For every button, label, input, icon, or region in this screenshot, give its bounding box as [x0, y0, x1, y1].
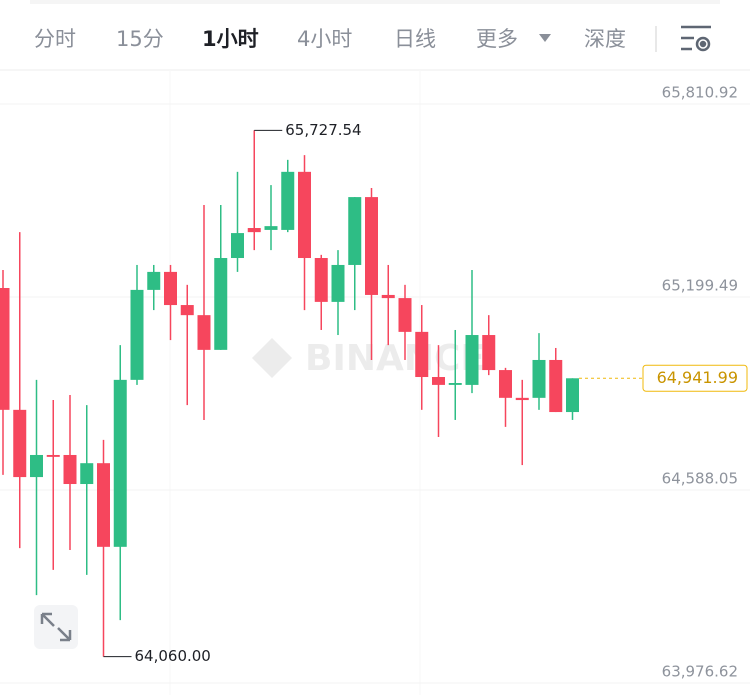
candle-body: [214, 258, 228, 350]
tab[interactable]: 1小时: [202, 27, 259, 51]
candle-body: [247, 228, 261, 233]
candle-body: [164, 271, 177, 306]
plot: 65,810.92 65,199.49 64,588.05 63,976.62 65,7…: [0, 84, 750, 684]
y-tick-label: 63,976.62: [662, 663, 738, 681]
tab[interactable]: 4小时: [297, 27, 352, 51]
candle-body: [465, 335, 479, 385]
last-price-box: [642, 364, 748, 392]
candle-body: [415, 331, 429, 378]
candle-body: [566, 378, 579, 413]
tab[interactable]: 分时: [34, 27, 76, 51]
last-price-label: 64,941.99: [657, 368, 738, 387]
candle-body: [482, 335, 496, 371]
candle-body: [432, 377, 445, 385]
y-tick-label: 64,588.05: [662, 470, 738, 488]
candle-body: [46, 454, 60, 457]
tab[interactable]: 日线: [394, 27, 436, 51]
tab-bar: 分时 15分 1小时 4小时 日线 更多 深度: [34, 27, 626, 51]
annotation-label: 65,727.54: [285, 121, 361, 139]
tab[interactable]: 深度: [584, 27, 626, 51]
candle-body: [398, 298, 412, 332]
annotation-label: 64,060.00: [135, 647, 211, 665]
candle-body: [63, 454, 77, 485]
candle-body: [80, 463, 94, 485]
candle-body: [130, 289, 144, 380]
candle-body: [180, 305, 194, 316]
candle-body: [314, 258, 328, 302]
watermark-logo: [252, 338, 292, 378]
y-tick-label: 65,810.92: [662, 84, 738, 102]
candle-body: [365, 197, 378, 295]
candle-body: [281, 171, 295, 230]
candle-body: [448, 383, 462, 385]
candle-body: [231, 233, 244, 259]
candle-body: [298, 171, 311, 259]
watermark: BINANCE: [305, 338, 485, 379]
candle-body: [348, 197, 362, 265]
y-tick-label: 65,199.49: [662, 276, 738, 294]
settings-icon[interactable]: [681, 25, 711, 52]
dropdown-arrow[interactable]: [539, 34, 551, 42]
top-strip: [30, 0, 720, 4]
candle-body: [0, 287, 10, 410]
candle-body: [113, 379, 127, 547]
candle-body: [499, 370, 512, 398]
tab[interactable]: 更多: [476, 27, 518, 51]
candle-body: [30, 454, 43, 478]
candle-body: [331, 264, 345, 302]
tab[interactable]: 15分: [116, 27, 164, 51]
candle-body: [147, 271, 161, 290]
expand-button[interactable]: [34, 605, 78, 649]
candle-body: [549, 359, 563, 413]
candle-body: [197, 315, 211, 350]
candle-body: [264, 226, 278, 230]
candle-body: [97, 463, 110, 547]
candle-body: [381, 294, 395, 299]
candle-body: [13, 409, 27, 478]
candle-body: [532, 359, 546, 398]
candle-body: [515, 397, 529, 401]
